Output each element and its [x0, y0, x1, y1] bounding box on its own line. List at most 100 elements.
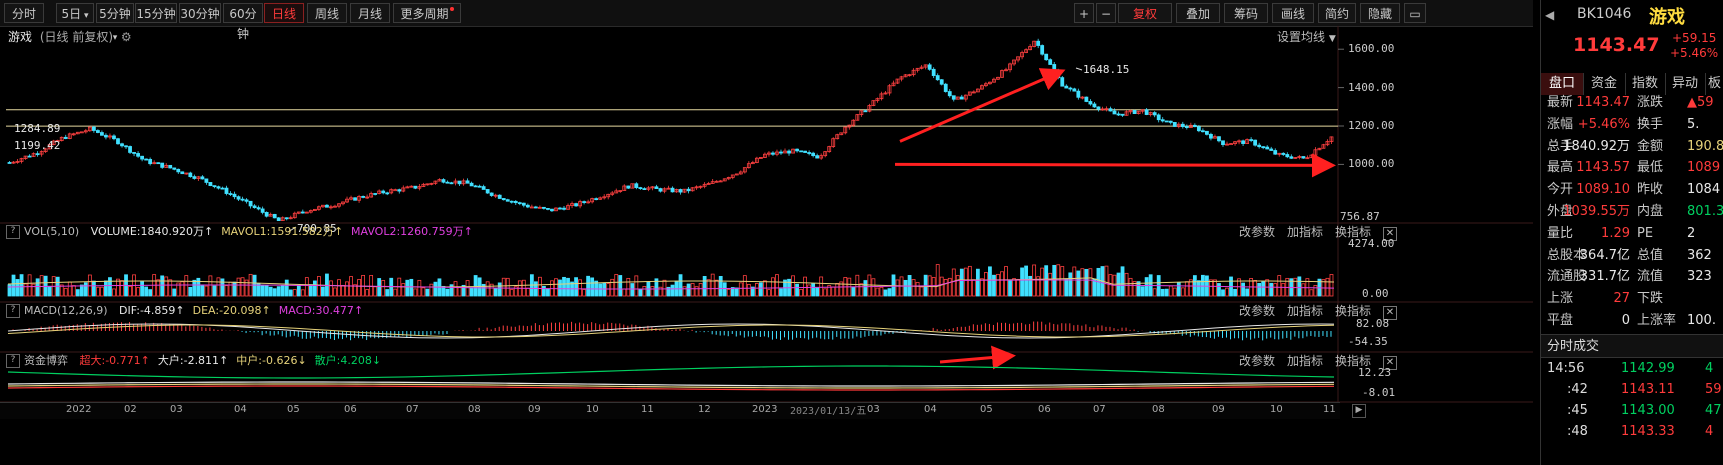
- toolbar-button[interactable]: 复权: [1118, 3, 1172, 23]
- drawn-support-arrow[interactable]: [894, 153, 1336, 178]
- volume-bar: [341, 284, 345, 297]
- price-tick-label: 1400.00: [1348, 80, 1395, 94]
- candle-body: [268, 213, 273, 217]
- close-icon[interactable]: ✕: [1383, 227, 1397, 241]
- volume-bar: [1072, 266, 1077, 297]
- volume-bar: [963, 267, 968, 297]
- volume-bar: [27, 274, 32, 297]
- restore-window-icon[interactable]: ▭: [1404, 3, 1426, 23]
- volume-bar: [919, 286, 924, 297]
- ticks-header[interactable]: 分时成交: [1541, 334, 1723, 358]
- zoom-out-button[interactable]: −: [1096, 3, 1116, 23]
- volume-bar: [1064, 278, 1069, 297]
- period-button[interactable]: 日线: [264, 3, 304, 23]
- candle-body: [493, 194, 498, 197]
- macd-value: DIF:-4.859↑: [119, 304, 185, 317]
- period-button[interactable]: 周线: [307, 3, 347, 23]
- volume-bar: [1257, 282, 1262, 297]
- fund-change-param-button[interactable]: 改参数: [1238, 354, 1275, 368]
- volume-bar: [425, 288, 430, 297]
- candle-body: [622, 185, 627, 191]
- volume-bar: [875, 287, 880, 297]
- volume-bar: [911, 279, 916, 297]
- period-button[interactable]: 5日 ▾: [56, 3, 94, 23]
- scroll-right-button[interactable]: ▶: [1352, 404, 1366, 418]
- volume-bar: [469, 287, 474, 297]
- volume-bar: [453, 281, 458, 297]
- vol-value: MAVOL2:1260.759万↑: [351, 225, 473, 238]
- vol-change-param-button[interactable]: 改参数: [1238, 225, 1275, 239]
- back-arrow-icon[interactable]: ◀: [1545, 8, 1555, 22]
- side-tab[interactable]: 指数: [1625, 73, 1666, 95]
- date-tick-label: 03: [867, 404, 880, 415]
- side-tab[interactable]: 异动: [1665, 73, 1706, 95]
- mavol2-line: [7, 279, 1335, 290]
- candle-body: [240, 198, 245, 201]
- candle-body: [939, 79, 944, 85]
- help-icon[interactable]: ?: [6, 354, 20, 368]
- candle-body: [369, 193, 374, 198]
- period-button[interactable]: 15分钟: [135, 3, 177, 23]
- candle-body: [425, 183, 430, 186]
- period-button[interactable]: 更多周期: [393, 3, 461, 23]
- help-icon[interactable]: ?: [6, 225, 20, 239]
- candle-body: [96, 130, 100, 133]
- dif-line: [7, 323, 1335, 339]
- candle-body: [714, 180, 719, 183]
- candle-body: [1100, 108, 1105, 111]
- macd-add-indicator-button[interactable]: 加指标: [1286, 304, 1323, 318]
- volume-bar: [1301, 283, 1306, 297]
- help-icon[interactable]: ?: [6, 304, 20, 318]
- candle-body: [220, 187, 225, 190]
- side-tab[interactable]: 盘口: [1541, 73, 1584, 95]
- toolbar-button[interactable]: 叠加: [1176, 3, 1220, 23]
- close-icon[interactable]: ✕: [1383, 356, 1397, 370]
- toolbar-button[interactable]: 隐藏: [1360, 3, 1400, 23]
- quote-value: 2: [1687, 225, 1696, 241]
- toolbar-button[interactable]: 筹码: [1224, 3, 1268, 23]
- volume-bar: [988, 266, 992, 297]
- toolbar-button[interactable]: 画线: [1272, 3, 1314, 23]
- toolbar-button[interactable]: 简约: [1318, 3, 1356, 23]
- close-icon[interactable]: ✕: [1383, 306, 1397, 320]
- volume-bar: [79, 284, 84, 297]
- fund-switch-indicator-button[interactable]: 换指标: [1334, 354, 1371, 368]
- macd-change-param-button[interactable]: 改参数: [1238, 304, 1275, 318]
- period-button[interactable]: 分时: [4, 3, 44, 23]
- candle-body: [385, 192, 390, 195]
- volume-bar: [260, 284, 265, 297]
- volume-bar: [312, 280, 317, 297]
- drawn-trend-arrow[interactable]: [899, 68, 1066, 143]
- candle-body: [871, 100, 876, 106]
- fund-add-indicator-button[interactable]: 加指标: [1286, 354, 1323, 368]
- candle-body: [855, 114, 860, 121]
- macd-switch-indicator-button[interactable]: 换指标: [1334, 304, 1371, 318]
- volume-bar: [1124, 272, 1129, 297]
- vol-switch-indicator-button[interactable]: 换指标: [1334, 225, 1371, 239]
- date-axis[interactable]: 2022 02 03 04 05 06 07 08 09 10 11 12 2023 03 04 05 06 07…: [0, 402, 1340, 419]
- side-tab[interactable]: 板: [1705, 73, 1723, 95]
- candle-body: [907, 74, 912, 77]
- candle-body: [1140, 109, 1145, 112]
- candle-body: [417, 186, 422, 189]
- quote-key: 流值: [1637, 269, 1664, 285]
- candle-body: [1164, 120, 1169, 123]
- candle-body: [91, 126, 96, 131]
- gear-icon[interactable]: ⚙: [120, 30, 132, 44]
- kline-chart-area[interactable]: 游戏 (日线 前复权) ⚙ 设置均线 ▼ 1600.00 1400.00 1200.…: [0, 26, 1533, 465]
- period-button[interactable]: 5分钟 ▾: [96, 3, 134, 43]
- period-button[interactable]: 60分钟: [223, 3, 263, 41]
- candle-body: [570, 203, 574, 206]
- vol-add-indicator-button[interactable]: 加指标: [1286, 225, 1323, 239]
- period-button[interactable]: 30分钟: [179, 3, 221, 23]
- period-button[interactable]: 月线: [350, 3, 390, 23]
- quote-key: 昨收: [1637, 182, 1664, 198]
- candle-body: [831, 138, 836, 147]
- drawn-fund-arrow[interactable]: [939, 345, 1016, 370]
- dea-line: [7, 324, 1335, 338]
- side-tab[interactable]: 资金: [1583, 73, 1626, 95]
- date-tick-label: 04: [234, 404, 247, 415]
- volume-bar: [433, 281, 438, 297]
- ma-setting-button[interactable]: 设置均线 ▼: [1277, 28, 1336, 46]
- zoom-in-button[interactable]: +: [1074, 3, 1094, 23]
